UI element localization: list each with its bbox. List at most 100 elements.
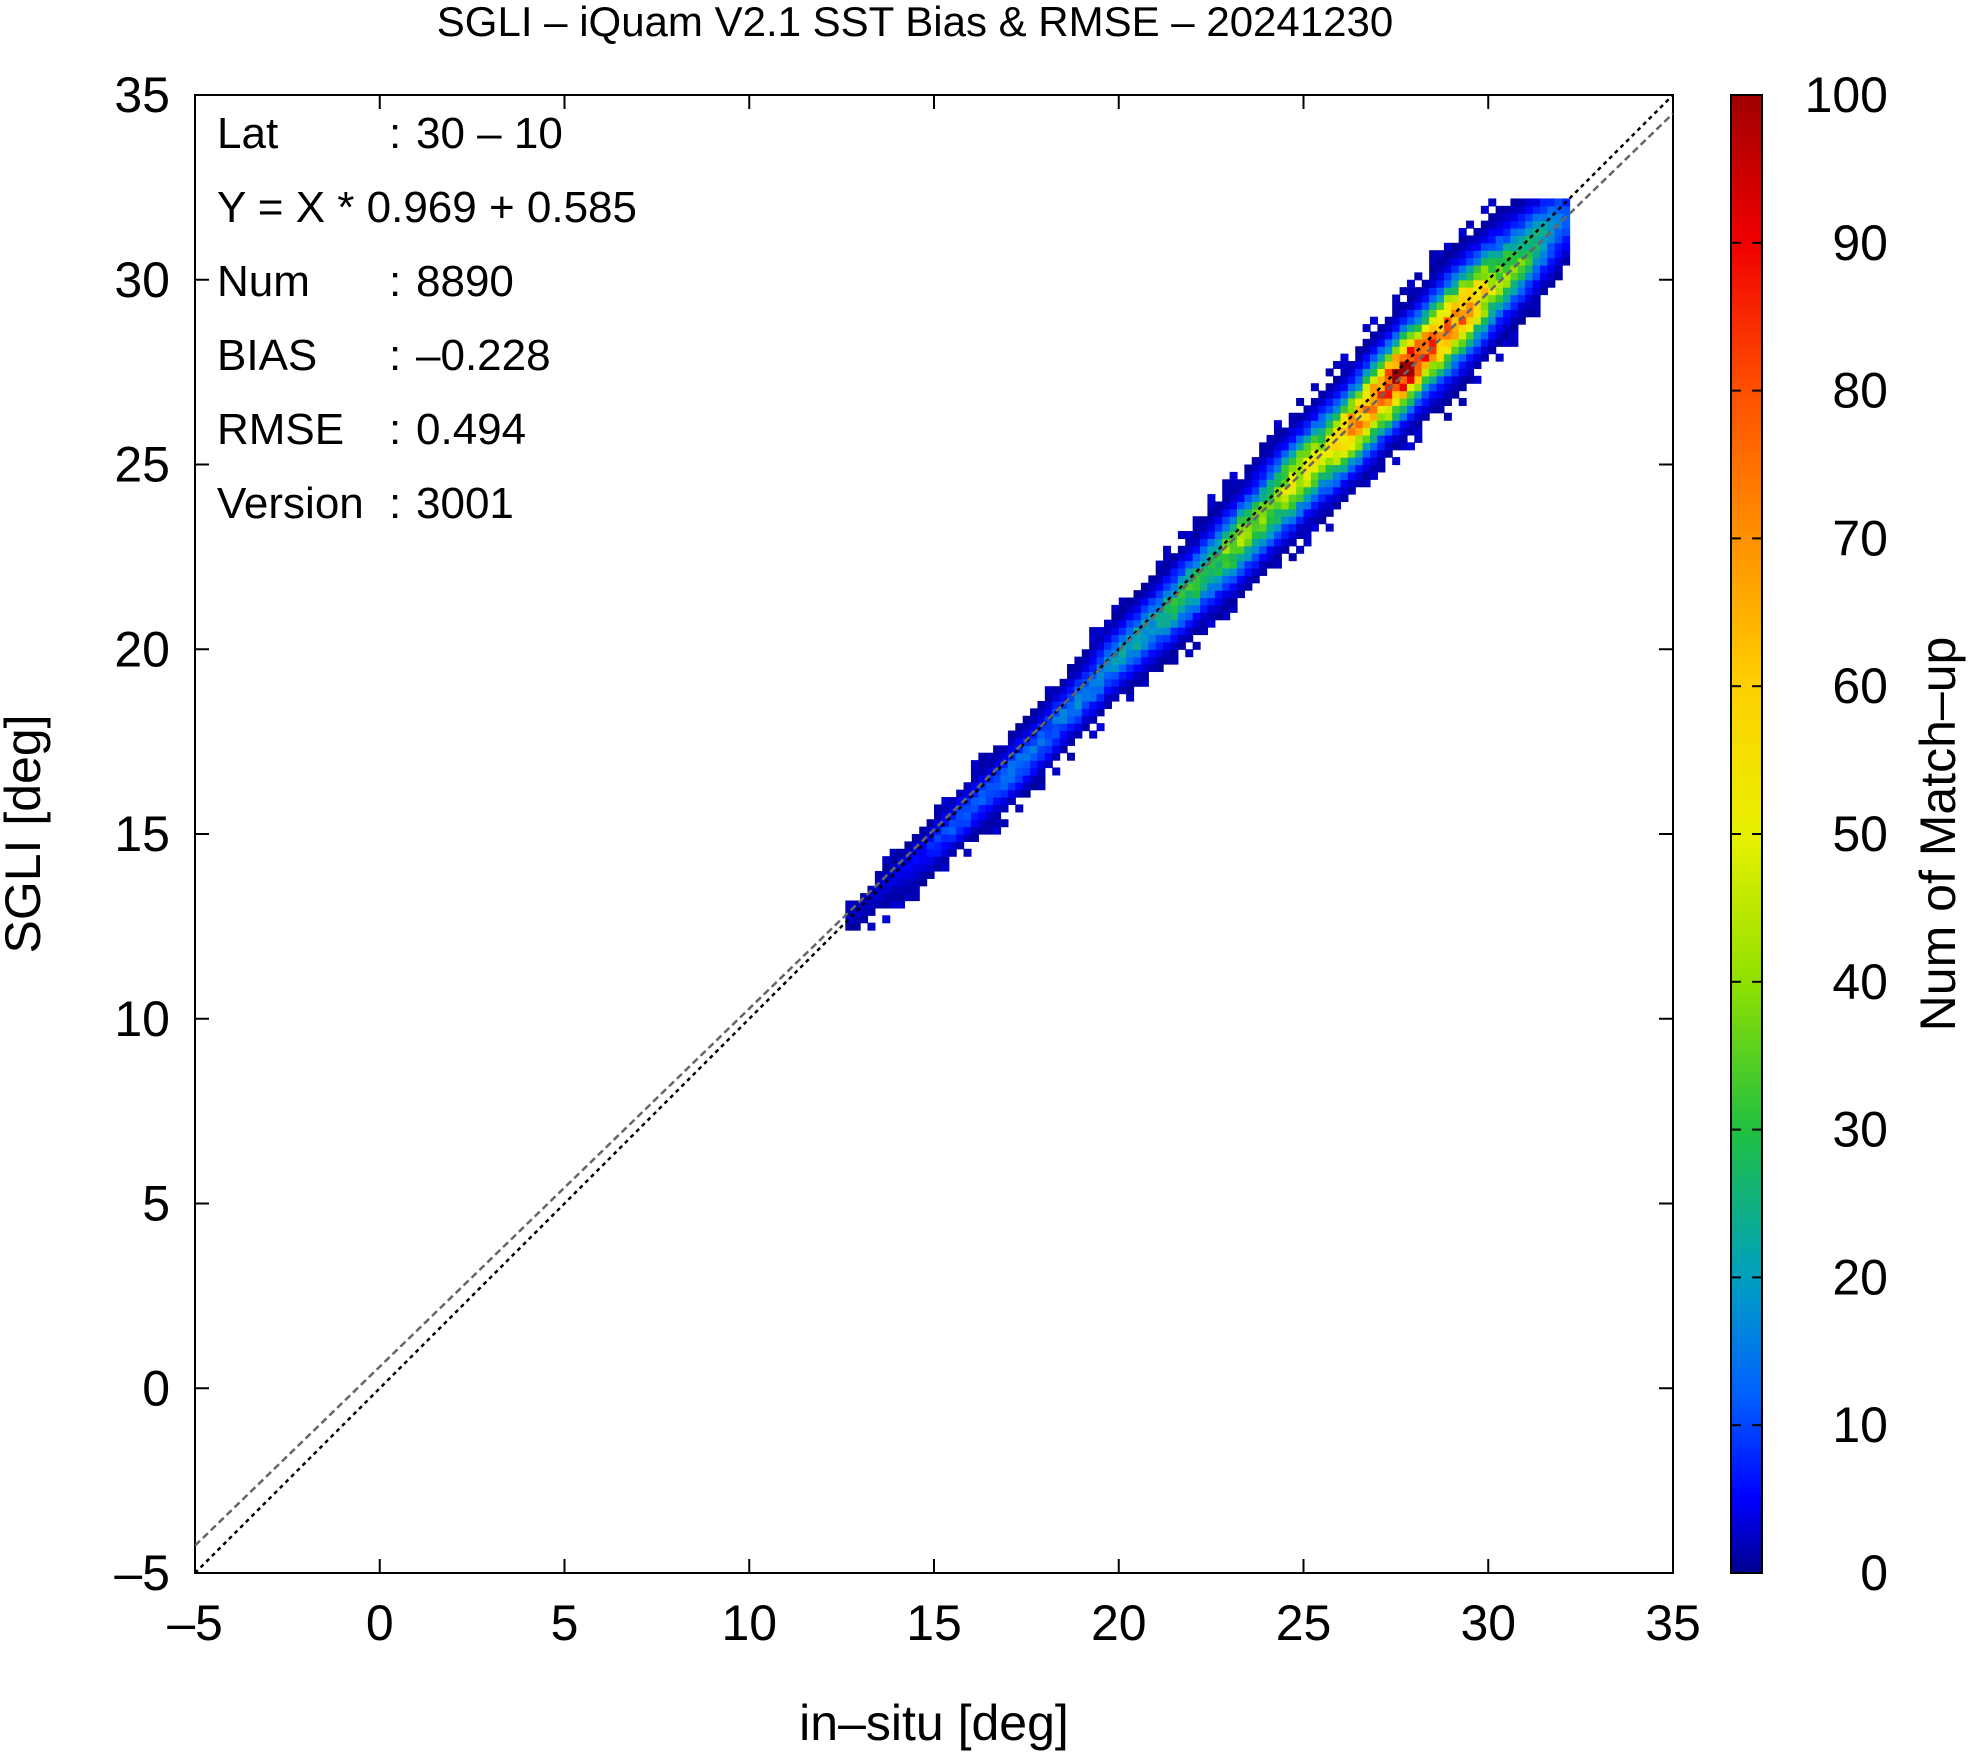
density-cell (1466, 272, 1475, 281)
density-cell (1044, 715, 1053, 724)
density-cell (1399, 427, 1408, 436)
density-cell (1222, 545, 1231, 554)
density-cell (1458, 383, 1467, 392)
density-cell (1325, 486, 1334, 495)
density-cell (1192, 538, 1201, 547)
density-cell (1399, 316, 1408, 325)
density-cell (1185, 545, 1194, 554)
density-cell (1347, 457, 1356, 466)
density-cell (956, 841, 965, 850)
density-cell (1192, 604, 1201, 613)
density-cell (1532, 257, 1541, 266)
density-cell (1436, 294, 1445, 303)
density-cell (1517, 220, 1526, 229)
density-cell (1488, 324, 1497, 333)
density-cell (1347, 397, 1356, 406)
density-cell (1281, 434, 1290, 443)
density-cell (1192, 619, 1201, 628)
density-cell (904, 885, 913, 894)
density-cell (1480, 235, 1489, 244)
density-cell (1244, 538, 1253, 547)
density-cell (1214, 501, 1223, 510)
density-cell (1547, 250, 1556, 259)
density-cell (1377, 405, 1386, 414)
density-cell (1310, 486, 1319, 495)
density-cell (1177, 634, 1186, 643)
density-cell (1466, 242, 1475, 251)
density-cell (1126, 678, 1135, 687)
density-cell (1362, 442, 1371, 451)
density-cell (911, 893, 920, 902)
density-cell (1421, 405, 1430, 414)
density-cell (1532, 242, 1541, 251)
density-cell (1052, 700, 1061, 709)
density-cell (1503, 213, 1512, 222)
density-cell (1207, 538, 1216, 547)
density-cell (1096, 693, 1105, 702)
density-cell (1318, 397, 1327, 406)
density-cell (1000, 797, 1009, 806)
density-cell (1370, 420, 1378, 429)
density-cell (1251, 471, 1260, 480)
density-cell (1207, 531, 1216, 539)
density-cell (956, 819, 965, 828)
density-cell (889, 900, 898, 909)
density-cell (1488, 235, 1497, 244)
density-cell (1103, 627, 1112, 636)
density-cell (1170, 604, 1179, 613)
density-cell (963, 797, 972, 806)
density-cell (1303, 494, 1312, 503)
density-cell (1406, 397, 1415, 406)
density-cell (1296, 397, 1305, 406)
density-cell (1554, 198, 1563, 207)
density-cell (1362, 390, 1371, 399)
density-cell (1355, 375, 1364, 384)
density-cell (1436, 346, 1445, 355)
density-cell (1133, 671, 1142, 680)
stats-separator: : (389, 405, 401, 454)
density-cell (882, 885, 891, 894)
density-cell (1443, 368, 1452, 377)
density-cell (978, 789, 987, 798)
density-cell (934, 811, 942, 820)
density-cell (904, 841, 913, 850)
density-cell (1007, 745, 1016, 754)
density-cell (1259, 531, 1268, 539)
density-cell (1406, 324, 1415, 333)
density-cell (1347, 464, 1356, 473)
density-cell (1473, 250, 1482, 259)
density-cell (1030, 737, 1039, 746)
density-cell (1244, 523, 1253, 532)
density-cell (1347, 390, 1356, 399)
density-cell (1296, 442, 1305, 451)
density-cell (1421, 346, 1430, 355)
density-cell (1303, 420, 1312, 429)
density-cell (1340, 383, 1349, 392)
density-cell (1192, 627, 1201, 636)
density-cell (1126, 604, 1135, 613)
density-cell (1185, 560, 1194, 569)
density-cell (934, 856, 942, 865)
density-cell (1495, 353, 1504, 362)
density-cell (1244, 501, 1253, 510)
density-cell (1148, 582, 1157, 591)
density-cell (1340, 412, 1349, 421)
density-cell (1488, 264, 1497, 273)
density-cell (1185, 531, 1194, 539)
density-cell (1148, 634, 1157, 643)
density-cell (1000, 789, 1009, 798)
density-cell (1510, 331, 1519, 340)
density-cell (1288, 486, 1297, 495)
density-cell (1288, 420, 1297, 429)
density-cell (1532, 220, 1541, 229)
density-cell (1399, 390, 1408, 399)
density-cell (1458, 235, 1467, 244)
density-cell (1554, 213, 1563, 222)
density-cell (1362, 464, 1371, 473)
density-cell (1288, 538, 1297, 547)
density-cell (1355, 405, 1364, 414)
density-cell (1259, 471, 1268, 480)
density-cell (1510, 316, 1519, 325)
density-cell (1355, 353, 1364, 362)
density-cell (1392, 361, 1401, 370)
